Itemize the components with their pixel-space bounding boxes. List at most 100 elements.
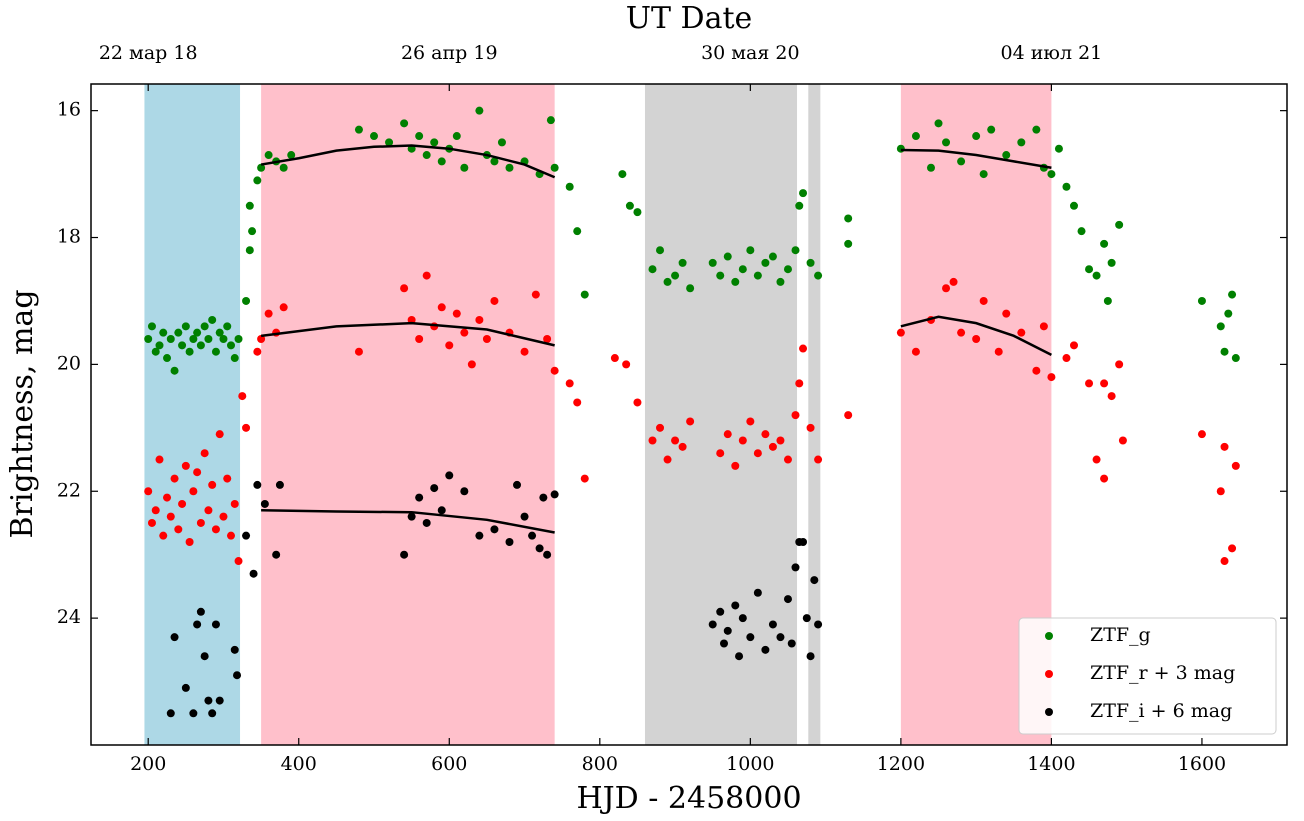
data-point [1216,322,1225,331]
data-point [497,138,506,147]
data-point [814,620,823,629]
data-point [573,227,582,236]
data-point [1062,354,1071,363]
x-tick-label: 200 [130,753,166,775]
data-point [671,271,680,280]
data-point [1220,347,1229,356]
data-point [211,347,220,356]
data-point [155,341,164,350]
data-point [656,246,665,255]
data-point [415,335,424,344]
data-point [565,379,574,388]
data-point [460,328,469,337]
data-point [708,620,717,629]
data-point [979,296,988,305]
data-point [957,157,966,166]
data-point [791,563,800,572]
y-tick-label: 16 [57,99,81,121]
data-point [400,550,409,559]
data-point [200,652,209,661]
data-point [174,525,183,534]
data-point [942,284,951,293]
data-point [799,189,808,198]
data-point [802,614,811,623]
data-point [539,493,548,502]
plot-frame [90,83,1288,746]
data-point [475,315,484,324]
data-point [633,208,642,217]
data-point [430,484,439,493]
data-point [181,683,190,692]
data-point [1103,296,1112,305]
x2-tick-label: 04 июл 21 [1001,42,1103,64]
data-point [422,518,431,527]
data-point [1100,379,1109,388]
data-point [170,366,179,375]
data-point [223,322,232,331]
data-point [385,138,394,147]
data-point [783,595,792,604]
data-point [452,132,461,141]
data-point [896,144,905,153]
data-point [618,170,627,179]
data-point [783,455,792,464]
data-point [1054,144,1063,153]
data-point [407,512,416,521]
data-point [400,284,409,293]
top-axis-title: UT Date [626,1,753,36]
data-point [942,138,951,147]
data-point [719,639,728,648]
legend-label: ZTF_i + 6 mag [1090,700,1232,722]
data-point [776,277,785,286]
shaded-span [144,84,241,745]
data-point [1002,309,1011,318]
data-point [791,246,800,255]
data-point [1092,271,1101,280]
legend-box [1018,617,1277,735]
data-point [1231,354,1240,363]
data-point [795,201,804,210]
data-point [370,132,379,141]
data-point [520,347,529,356]
data-point [573,398,582,407]
data-point [656,423,665,432]
data-point [1047,170,1056,179]
data-point [163,493,172,502]
data-point [580,474,589,483]
data-point [196,341,205,350]
data-point [253,176,262,185]
data-point [233,671,242,680]
data-point [1047,373,1056,382]
data-point [753,271,762,280]
data-point [753,588,762,597]
data-point [731,601,740,610]
data-point [354,125,363,134]
y-tick-label: 20 [57,352,81,374]
shaded-span [261,84,555,745]
data-point [230,645,239,654]
legend-marker [1045,670,1053,678]
x-tick-label: 1000 [726,753,774,775]
data-point [354,347,363,356]
data-point [791,411,800,420]
x2-tick-label: 22 мар 18 [99,42,198,64]
y-tick-label: 24 [57,606,81,628]
x-axis-title: HJD - 2458000 [576,781,801,816]
y-tick-label: 18 [57,226,81,248]
data-point [731,277,740,286]
data-point [768,442,777,451]
data-point [223,474,232,483]
data-point [1228,544,1237,553]
data-point [204,696,213,705]
data-point [238,392,247,401]
data-point [279,163,288,172]
legend-marker [1045,708,1053,716]
data-point [166,335,175,344]
data-point [460,487,469,496]
data-point [528,531,537,540]
data-point [242,423,251,432]
fit-line [260,321,555,347]
data-point [452,309,461,318]
data-point [723,430,732,439]
x-tick-label: 1600 [1178,753,1226,775]
